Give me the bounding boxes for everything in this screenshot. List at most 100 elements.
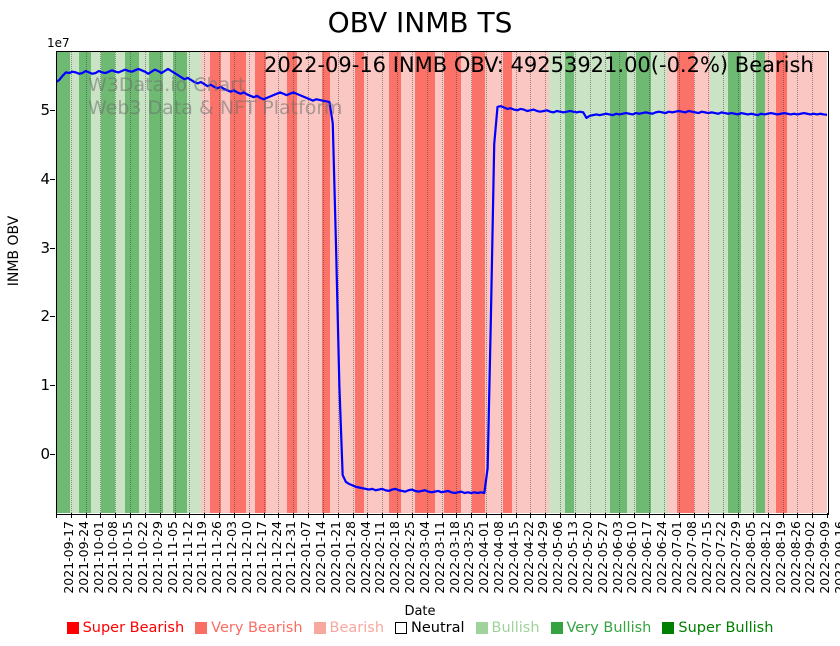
- sentiment-band-very-bearish: [414, 51, 436, 513]
- sentiment-band-bearish: [246, 51, 255, 513]
- sentiment-band-bullish: [91, 51, 101, 513]
- x-tick-label: 2022-08-19: [772, 521, 788, 594]
- x-tick-label: 2021-11-05: [164, 521, 180, 594]
- x-tick-label: 2021-10-29: [149, 521, 165, 594]
- legend-label: Very Bearish: [211, 620, 303, 636]
- x-tick-label: 2022-04-08: [490, 521, 506, 594]
- x-tick-mark: [204, 513, 206, 518]
- sentiment-band-bearish: [401, 51, 415, 513]
- legend-swatch: [195, 622, 208, 634]
- legend-item[interactable]: Super Bullish: [662, 620, 773, 636]
- plot-area: [56, 51, 827, 513]
- legend-swatch: [395, 622, 408, 634]
- x-tick-mark: [174, 513, 176, 518]
- x-tick-mark: [604, 513, 606, 518]
- legend-label: Neutral: [411, 620, 465, 636]
- sentiment-band-very-bullish: [728, 51, 741, 513]
- gridline-vertical: [456, 51, 458, 513]
- gridline-vertical: [619, 51, 621, 513]
- x-tick-label: 2022-04-22: [520, 521, 536, 594]
- sentiment-band-very-bearish: [776, 51, 787, 513]
- x-tick-label: 2022-07-01: [668, 521, 684, 594]
- gridlines: [56, 51, 827, 513]
- gridline-vertical: [678, 51, 680, 513]
- sentiment-band-bullish: [740, 51, 757, 513]
- y-tick-label: 0: [40, 445, 50, 464]
- x-tick-label: 2022-03-11: [431, 521, 447, 594]
- legend-item[interactable]: Bearish: [313, 620, 385, 636]
- x-tick-label: 2022-03-25: [461, 521, 477, 594]
- sentiment-band-bearish: [666, 51, 678, 513]
- x-tick-label: 2022-01-07: [298, 521, 314, 594]
- x-tick-label: 2022-06-03: [609, 521, 625, 594]
- x-tick-mark: [278, 513, 280, 518]
- legend-label: Bullish: [491, 620, 540, 636]
- x-tick-mark: [411, 513, 413, 518]
- x-tick-label: 2021-11-26: [209, 521, 225, 594]
- sentiment-band-bullish: [651, 51, 667, 513]
- legend-label: Super Bearish: [82, 620, 185, 636]
- x-tick-label: 2021-10-08: [105, 521, 121, 594]
- gridline-vertical: [485, 51, 487, 513]
- x-tick-mark: [485, 513, 487, 518]
- x-tick-label: 2022-01-28: [342, 521, 358, 594]
- x-tick-label: 2021-12-10: [238, 521, 254, 594]
- sentiment-band-bearish: [765, 51, 777, 513]
- x-tick-label: 2022-03-04: [416, 521, 432, 594]
- x-tick-mark: [471, 513, 473, 518]
- gridline-vertical: [649, 51, 651, 513]
- x-tick-mark: [219, 513, 221, 518]
- sentiment-band-bullish: [69, 51, 80, 513]
- x-tick-label: 2022-02-18: [387, 521, 403, 594]
- gridline-vertical: [278, 51, 280, 513]
- legend-item[interactable]: Bullish: [475, 620, 540, 636]
- legend-item[interactable]: Very Bullish: [550, 620, 652, 636]
- y-tick-mark: [50, 109, 55, 111]
- legend-label: Very Bullish: [566, 620, 652, 636]
- x-tick-mark: [248, 513, 250, 518]
- x-tick-label: 2022-01-21: [327, 521, 343, 594]
- gridline-vertical: [367, 51, 369, 513]
- gridline-vertical: [634, 51, 636, 513]
- legend-swatch: [550, 622, 563, 634]
- gridline-vertical: [115, 51, 117, 513]
- x-tick-mark: [100, 513, 102, 518]
- x-tick-mark: [827, 513, 828, 518]
- sentiment-band-bearish: [694, 51, 710, 513]
- x-tick-mark: [649, 513, 651, 518]
- x-tick-mark: [130, 513, 132, 518]
- x-tick-mark: [560, 513, 562, 518]
- gridline-vertical: [515, 51, 517, 513]
- x-tick-mark: [723, 513, 725, 518]
- gridline-vertical: [233, 51, 235, 513]
- gridline-vertical: [248, 51, 250, 513]
- gridline-vertical: [812, 51, 814, 513]
- y-axis-exponent-label: 1e7: [47, 36, 70, 50]
- x-tick-label: 2022-03-18: [446, 521, 462, 594]
- y-tick-mark: [50, 316, 55, 318]
- x-tick-mark: [812, 513, 814, 518]
- x-tick-mark: [189, 513, 191, 518]
- x-tick-label: 2021-10-01: [90, 521, 106, 594]
- legend-item[interactable]: Very Bearish: [195, 620, 303, 636]
- sentiment-band-very-bearish: [472, 51, 485, 513]
- sentiment-band-very-bullish: [124, 51, 140, 513]
- x-tick-label: 2021-12-03: [224, 521, 240, 594]
- x-tick-mark: [574, 513, 576, 518]
- x-tick-label: 2022-04-15: [505, 521, 521, 594]
- legend-item[interactable]: Neutral: [395, 620, 465, 636]
- sentiment-band-very-bearish: [254, 51, 266, 513]
- y-tick-label: 4: [40, 169, 50, 188]
- x-tick-mark: [308, 513, 310, 518]
- legend-item[interactable]: Super Bearish: [66, 620, 185, 636]
- gridline-vertical: [174, 51, 176, 513]
- y-tick-label: 5: [40, 100, 50, 119]
- x-tick-mark: [56, 513, 57, 518]
- x-tick-mark: [752, 513, 754, 518]
- x-tick-label: 2022-06-17: [639, 521, 655, 594]
- x-tick-mark: [782, 513, 784, 518]
- gridline-vertical: [782, 51, 784, 513]
- gridline-vertical: [70, 51, 72, 513]
- legend-swatch: [475, 622, 488, 634]
- legend-label: Bearish: [329, 620, 385, 636]
